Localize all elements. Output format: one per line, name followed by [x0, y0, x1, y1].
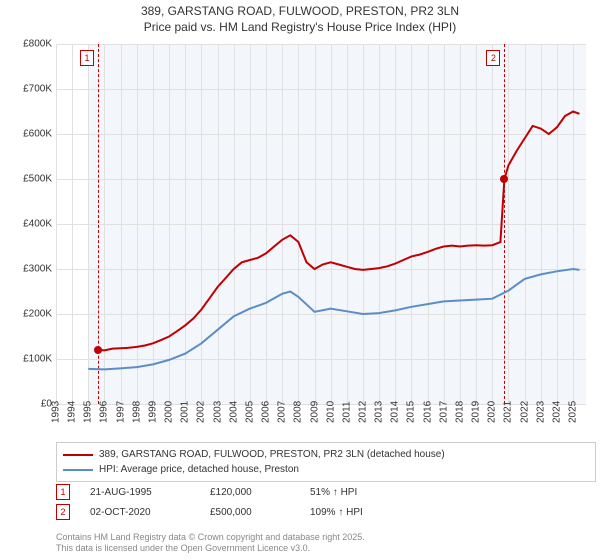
x-tick-label: 2019: [471, 401, 482, 423]
marker-badge: 2: [56, 504, 70, 520]
legend-label: 389, GARSTANG ROAD, FULWOOD, PRESTON, PR…: [99, 447, 445, 462]
y-tick-label: £700K: [4, 84, 52, 95]
marker-table: 1 21-AUG-1995 £120,000 51% ↑ HPI 2 02-OC…: [56, 484, 363, 524]
x-tick-label: 2025: [568, 401, 579, 423]
plot-area: £0£100K£200K£300K£400K£500K£600K£700K£80…: [56, 44, 586, 405]
x-tick-label: 1997: [115, 401, 126, 423]
legend-label: HPI: Average price, detached house, Pres…: [99, 462, 299, 477]
marker-pct: 51% ↑ HPI: [310, 487, 357, 498]
marker-date: 02-OCT-2020: [90, 507, 190, 518]
y-tick-label: £300K: [4, 264, 52, 275]
x-tick-label: 2003: [212, 401, 223, 423]
x-tick-label: 2005: [244, 401, 255, 423]
marker-row: 2 02-OCT-2020 £500,000 109% ↑ HPI: [56, 504, 363, 520]
x-tick-label: 1998: [131, 401, 142, 423]
chart-title: 389, GARSTANG ROAD, FULWOOD, PRESTON, PR…: [0, 0, 600, 35]
y-tick-label: £100K: [4, 354, 52, 365]
x-tick-label: 2011: [341, 401, 352, 423]
y-tick-label: £400K: [4, 219, 52, 230]
x-tick-label: 1996: [99, 401, 110, 423]
x-tick-label: 2007: [277, 401, 288, 423]
x-tick-label: 2023: [535, 401, 546, 423]
y-tick-label: £600K: [4, 129, 52, 140]
x-tick-label: 2002: [196, 401, 207, 423]
x-tick-label: 1999: [147, 401, 158, 423]
y-tick-label: £0: [4, 399, 52, 410]
x-tick-label: 2022: [519, 401, 530, 423]
y-tick-label: £200K: [4, 309, 52, 320]
legend-swatch: [63, 454, 93, 456]
marker-price: £500,000: [210, 507, 290, 518]
title-line-1: 389, GARSTANG ROAD, FULWOOD, PRESTON, PR…: [0, 4, 600, 20]
marker-pct: 109% ↑ HPI: [310, 507, 363, 518]
footer: Contains HM Land Registry data © Crown c…: [56, 532, 365, 554]
legend-swatch: [63, 469, 93, 471]
x-tick-label: 2001: [180, 401, 191, 423]
chart-container: 389, GARSTANG ROAD, FULWOOD, PRESTON, PR…: [0, 0, 600, 560]
marker-date: 21-AUG-1995: [90, 487, 190, 498]
x-tick-label: 2016: [422, 401, 433, 423]
x-tick-label: 1994: [67, 401, 78, 423]
marker-price: £120,000: [210, 487, 290, 498]
footer-line-1: Contains HM Land Registry data © Crown c…: [56, 532, 365, 543]
legend: 389, GARSTANG ROAD, FULWOOD, PRESTON, PR…: [56, 442, 596, 482]
x-tick-label: 2008: [293, 401, 304, 423]
x-tick-label: 2021: [503, 401, 514, 423]
x-tick-label: 2000: [164, 401, 175, 423]
x-tick-label: 2013: [374, 401, 385, 423]
x-tick-label: 2017: [438, 401, 449, 423]
x-tick-label: 1993: [51, 401, 62, 423]
x-tick-label: 1995: [83, 401, 94, 423]
y-tick-label: £500K: [4, 174, 52, 185]
legend-item: HPI: Average price, detached house, Pres…: [63, 462, 589, 477]
x-tick-label: 2009: [309, 401, 320, 423]
x-tick-label: 2006: [261, 401, 272, 423]
y-tick-label: £800K: [4, 39, 52, 50]
x-tick-label: 2014: [390, 401, 401, 423]
title-line-2: Price paid vs. HM Land Registry's House …: [0, 20, 600, 36]
x-tick-label: 2015: [406, 401, 417, 423]
line-series: [56, 44, 586, 404]
x-tick-label: 2020: [487, 401, 498, 423]
marker-badge: 1: [56, 484, 70, 500]
marker-row: 1 21-AUG-1995 £120,000 51% ↑ HPI: [56, 484, 363, 500]
legend-item: 389, GARSTANG ROAD, FULWOOD, PRESTON, PR…: [63, 447, 589, 462]
x-tick-label: 2024: [551, 401, 562, 423]
x-tick-label: 2004: [228, 401, 239, 423]
x-tick-label: 2010: [325, 401, 336, 423]
footer-line-2: This data is licensed under the Open Gov…: [56, 543, 365, 554]
x-tick-label: 2018: [454, 401, 465, 423]
x-tick-label: 2012: [358, 401, 369, 423]
